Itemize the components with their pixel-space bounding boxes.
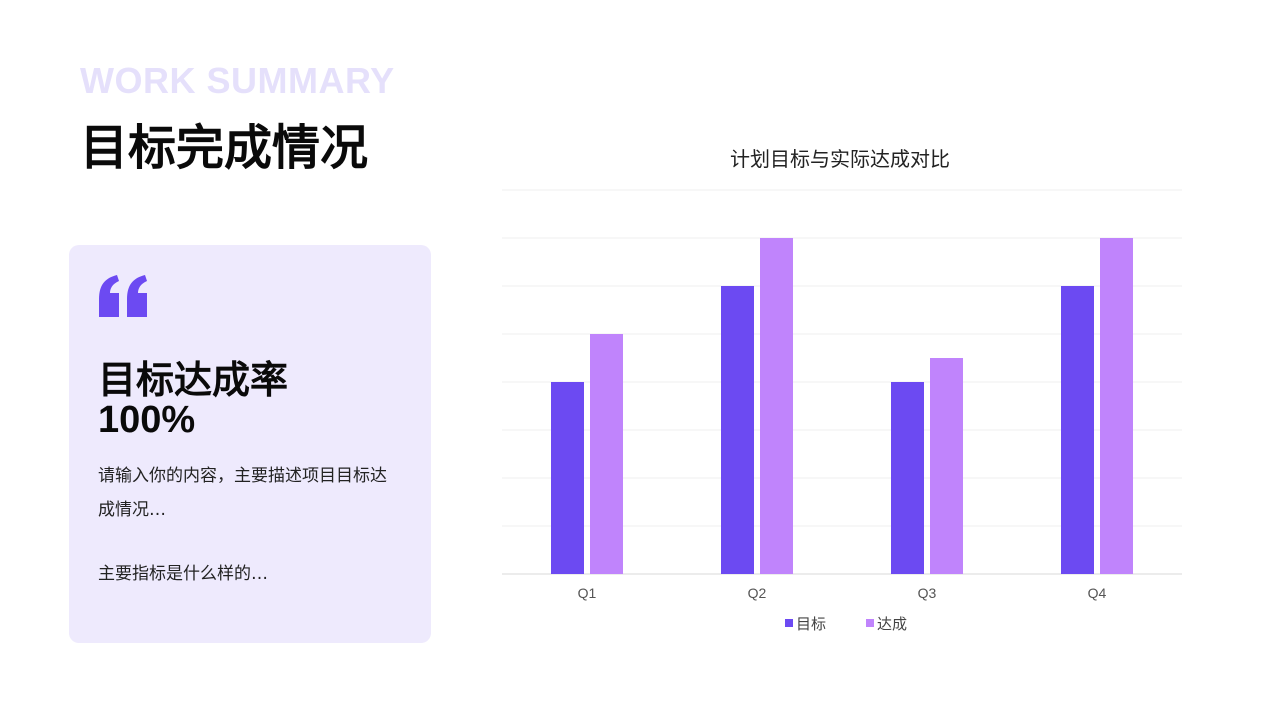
chart-legend: 目标 达成	[785, 615, 907, 633]
x-tick-label: Q1	[578, 585, 597, 601]
card-description-secondary: 主要指标是什么样的…	[98, 564, 268, 584]
chart-x-ticks: Q1 Q2 Q3 Q4	[578, 585, 1107, 601]
legend-swatch	[785, 619, 793, 627]
bar-q3-target	[891, 382, 924, 574]
x-tick-label: Q2	[748, 585, 767, 601]
bar-q2-achieved	[760, 238, 793, 574]
bar-q4-target	[1061, 286, 1094, 574]
metric-label: 目标达成率	[98, 358, 289, 402]
legend-label: 达成	[877, 615, 907, 633]
bar-q1-target	[551, 382, 584, 574]
legend-swatch	[866, 619, 874, 627]
bar-q3-achieved	[930, 358, 963, 574]
page-title: 目标完成情况	[80, 120, 369, 176]
quote-icon	[99, 275, 147, 317]
bar-q2-target	[721, 286, 754, 574]
bar-q1-achieved	[590, 334, 623, 574]
summary-card: 目标达成率 100% 请输入你的内容，主要描述项目目标达成情况… 主要指标是什么…	[69, 245, 431, 643]
card-description: 请输入你的内容，主要描述项目目标达成情况…	[98, 466, 387, 520]
x-tick-label: Q3	[918, 585, 937, 601]
bar-q4-achieved	[1100, 238, 1133, 574]
chart-title: 计划目标与实际达成对比	[730, 147, 950, 171]
metric-value: 100%	[98, 399, 196, 441]
legend-label: 目标	[796, 615, 826, 633]
chart-bars	[551, 238, 1133, 574]
x-tick-label: Q4	[1088, 585, 1107, 601]
section-eyebrow: WORK SUMMARY	[80, 60, 395, 101]
